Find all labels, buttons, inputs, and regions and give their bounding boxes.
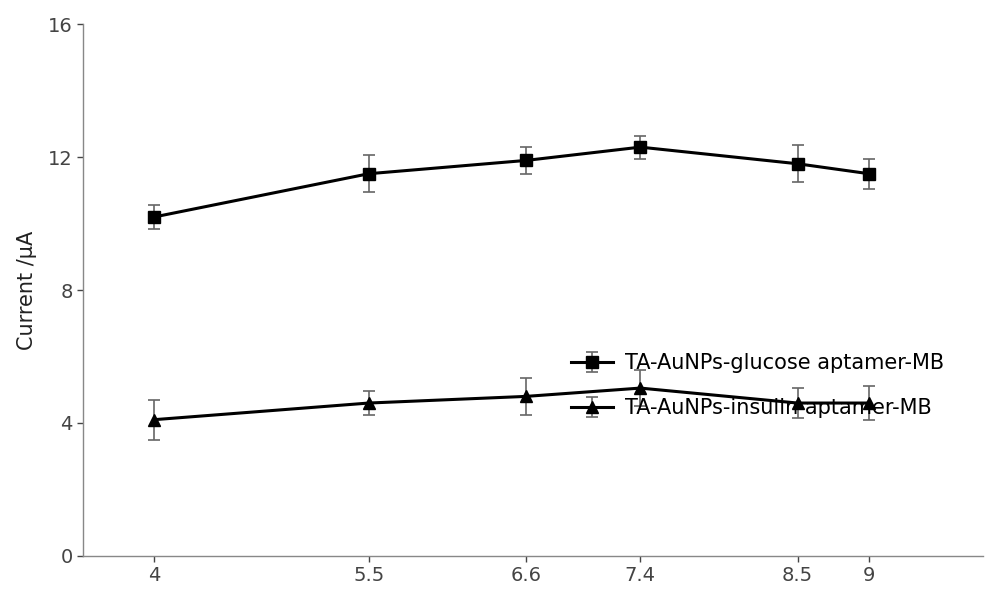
Y-axis label: Current /μA: Current /μA [17,231,37,350]
Legend: TA-AuNPs-glucose aptamer-MB, TA-AuNPs-insulin aptamer-MB: TA-AuNPs-glucose aptamer-MB, TA-AuNPs-in… [561,343,955,429]
